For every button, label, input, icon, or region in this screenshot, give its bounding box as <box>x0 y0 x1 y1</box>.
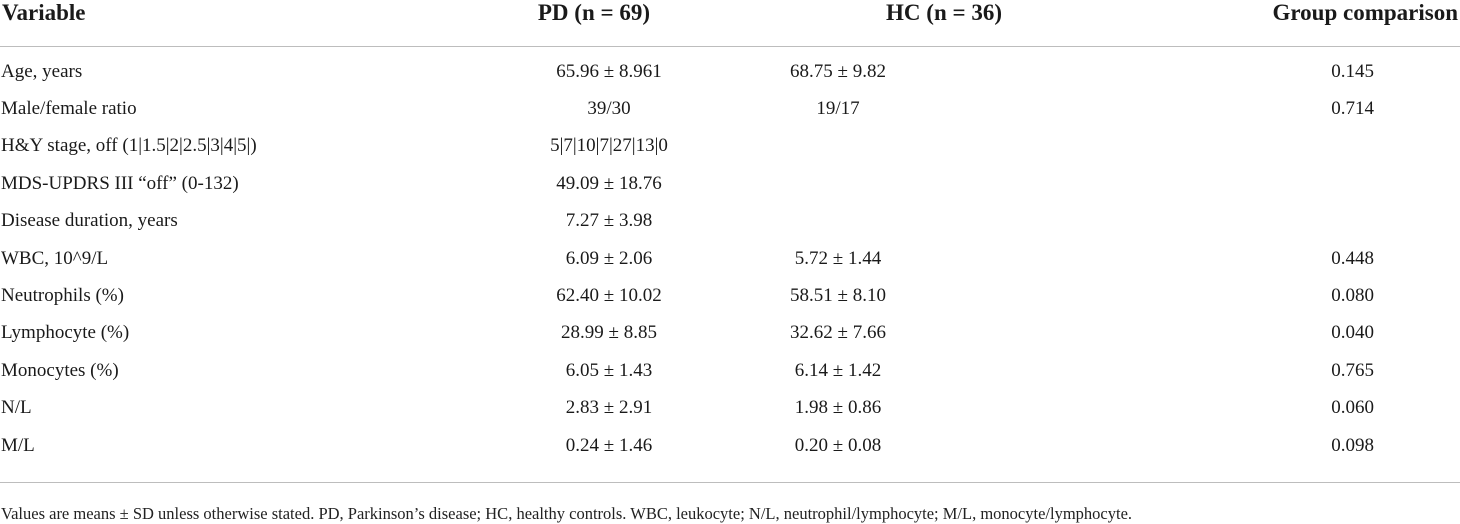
cell-variable: H&Y stage, off (1|1.5|2|2.5|3|4|5|) <box>1 135 257 157</box>
cell-group-comparison: 0.448 <box>1331 247 1374 269</box>
cell-variable: M/L <box>1 434 35 456</box>
cell-group-comparison: 0.060 <box>1331 397 1374 419</box>
cell-pd: 6.09 ± 2.06 <box>440 240 710 277</box>
cell-pd: 65.96 ± 8.961 <box>440 47 710 91</box>
table-row: H&Y stage, off (1|1.5|2|2.5|3|4|5|) 5|7|1… <box>0 128 1460 165</box>
table-row: N/L 2.83 ± 2.91 1.98 ± 0.86 0.060 <box>0 390 1460 427</box>
cell-pd: 28.99 ± 8.85 <box>440 315 710 352</box>
cell-hc: 0.20 ± 0.08 <box>710 427 1170 464</box>
cell-hc <box>710 203 1170 240</box>
cell-variable: Neutrophils (%) <box>1 285 124 307</box>
cell-variable: WBC, 10^9/L <box>1 247 109 269</box>
cell-pd: 6.05 ± 1.43 <box>440 352 710 389</box>
table-row: WBC, 10^9/L 6.09 ± 2.06 5.72 ± 1.44 0.448 <box>0 240 1460 277</box>
cell-variable: N/L <box>1 397 32 419</box>
cell-group-comparison: 0.714 <box>1331 98 1374 120</box>
cell-hc: 1.98 ± 0.86 <box>710 390 1170 427</box>
cell-hc-value: 1.98 ± 0.86 <box>794 397 882 419</box>
cell-variable: Disease duration, years <box>1 210 178 232</box>
cell-group-comparison: 0.145 <box>1331 60 1374 82</box>
cell-group-comparison <box>1170 128 1460 165</box>
cell-pd: 49.09 ± 18.76 <box>440 165 710 202</box>
table-footnote: Values are means ± SD unless otherwise s… <box>1 504 1133 523</box>
table-bottom-rule <box>0 482 1460 483</box>
header-variable: Variable <box>0 0 440 47</box>
cell-hc-value: 0.20 ± 0.08 <box>794 434 882 456</box>
table-row: MDS-UPDRS III “off” (0-132) 49.09 ± 18.76 <box>0 165 1460 202</box>
cell-pd: 2.83 ± 2.91 <box>440 390 710 427</box>
cell-hc-value: 19/17 <box>816 98 860 120</box>
header-pd: PD (n = 69) <box>440 0 710 47</box>
cell-hc: 68.75 ± 9.82 <box>710 47 1170 91</box>
cell-hc: 32.62 ± 7.66 <box>710 315 1170 352</box>
header-group-comparison: Group comparison <box>1170 0 1460 47</box>
table-header-row: Variable PD (n = 69) HC (n = 36) Group c… <box>0 0 1460 47</box>
table-row: Disease duration, years 7.27 ± 3.98 <box>0 203 1460 240</box>
cell-hc <box>710 165 1170 202</box>
cell-hc-value: 68.75 ± 9.82 <box>790 60 886 82</box>
cell-group-comparison: 0.098 <box>1331 434 1374 456</box>
cell-variable: Monocytes (%) <box>1 359 119 381</box>
cell-group-comparison: 0.765 <box>1331 359 1374 381</box>
cell-variable: MDS-UPDRS III “off” (0-132) <box>1 172 239 194</box>
table-row: Age, years 65.96 ± 8.961 68.75 ± 9.82 0.145 <box>0 47 1460 91</box>
cell-hc-value: 32.62 ± 7.66 <box>790 322 886 344</box>
cell-pd: 0.24 ± 1.46 <box>440 427 710 464</box>
cell-hc-value: 58.51 ± 8.10 <box>790 285 886 307</box>
cell-hc: 6.14 ± 1.42 <box>710 352 1170 389</box>
demographics-table: Variable PD (n = 69) HC (n = 36) Group c… <box>0 0 1460 465</box>
cell-group-comparison: 0.040 <box>1331 322 1374 344</box>
cell-group-comparison <box>1170 165 1460 202</box>
cell-variable: Lymphocyte (%) <box>1 322 130 344</box>
cell-pd: 62.40 ± 10.02 <box>440 277 710 314</box>
data-table-container: Variable PD (n = 69) HC (n = 36) Group c… <box>0 0 1460 465</box>
cell-pd-value: 62.40 ± 10.02 <box>556 285 662 307</box>
cell-hc-value: 6.14 ± 1.42 <box>794 359 882 381</box>
cell-pd-value: 6.09 ± 2.06 <box>565 247 653 269</box>
table-row: Neutrophils (%) 62.40 ± 10.02 58.51 ± 8.10… <box>0 277 1460 314</box>
cell-pd-value: 7.27 ± 3.98 <box>565 210 653 232</box>
cell-hc <box>710 128 1170 165</box>
cell-pd-value: 5|7|10|7|27|13|0 <box>550 135 668 157</box>
cell-pd-value: 39/30 <box>587 98 631 120</box>
table-row: Monocytes (%) 6.05 ± 1.43 6.14 ± 1.42 0.765 <box>0 352 1460 389</box>
table-row: Male/female ratio 39/30 19/17 0.714 <box>0 90 1460 127</box>
cell-pd-value: 6.05 ± 1.43 <box>565 359 653 381</box>
table-row: M/L 0.24 ± 1.46 0.20 ± 0.08 0.098 <box>0 427 1460 464</box>
cell-pd: 5|7|10|7|27|13|0 <box>440 128 710 165</box>
cell-group-comparison: 0.080 <box>1331 285 1374 307</box>
cell-hc: 5.72 ± 1.44 <box>710 240 1170 277</box>
table-body: Age, years 65.96 ± 8.961 68.75 ± 9.82 0.145… <box>0 47 1460 465</box>
cell-variable: Age, years <box>1 60 83 82</box>
header-hc: HC (n = 36) <box>710 0 1170 47</box>
cell-pd: 7.27 ± 3.98 <box>440 203 710 240</box>
cell-pd-value: 0.24 ± 1.46 <box>565 434 653 456</box>
cell-pd: 39/30 <box>440 90 710 127</box>
cell-group-comparison <box>1170 203 1460 240</box>
cell-pd-value: 65.96 ± 8.961 <box>556 60 662 82</box>
table-row: Lymphocyte (%) 28.99 ± 8.85 32.62 ± 7.66 0.… <box>0 315 1460 352</box>
cell-pd-value: 49.09 ± 18.76 <box>556 172 662 194</box>
cell-variable: Male/female ratio <box>1 98 137 120</box>
cell-pd-value: 28.99 ± 8.85 <box>561 322 657 344</box>
cell-pd-value: 2.83 ± 2.91 <box>565 397 653 419</box>
cell-hc: 58.51 ± 8.10 <box>710 277 1170 314</box>
cell-hc: 19/17 <box>710 90 1170 127</box>
cell-hc-value: 5.72 ± 1.44 <box>794 247 882 269</box>
